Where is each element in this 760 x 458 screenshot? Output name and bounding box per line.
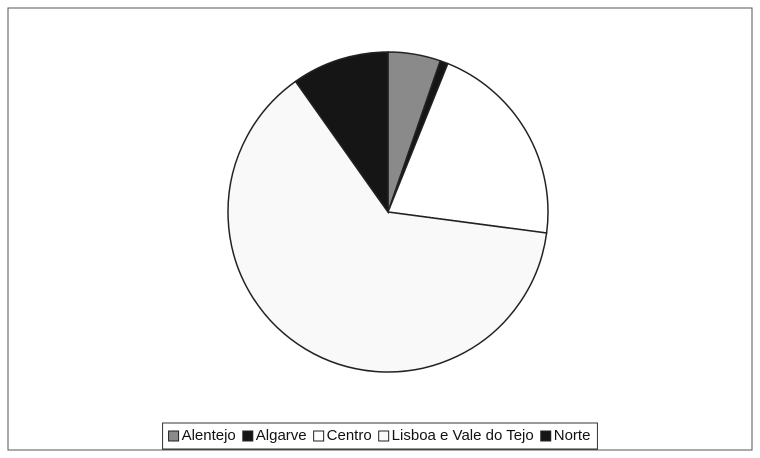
pie <box>227 51 549 373</box>
legend-swatch <box>168 430 180 442</box>
pie-slice <box>227 80 548 373</box>
legend-swatch <box>242 430 254 442</box>
legend-swatch <box>378 430 390 442</box>
legend-label: Centro <box>327 427 372 444</box>
legend-label: Lisboa e Vale do Tejo <box>392 427 534 444</box>
legend-swatch <box>313 430 325 442</box>
legend-swatch <box>540 430 552 442</box>
legend-label: Algarve <box>256 427 307 444</box>
legend-label: Norte <box>554 427 591 444</box>
pie-slice <box>294 51 389 215</box>
legend-label: Alentejo <box>182 427 236 444</box>
pie-slice <box>386 62 549 234</box>
legend-items: Alentejo Algarve Centro Lisboa e Vale do Te… <box>168 427 591 444</box>
